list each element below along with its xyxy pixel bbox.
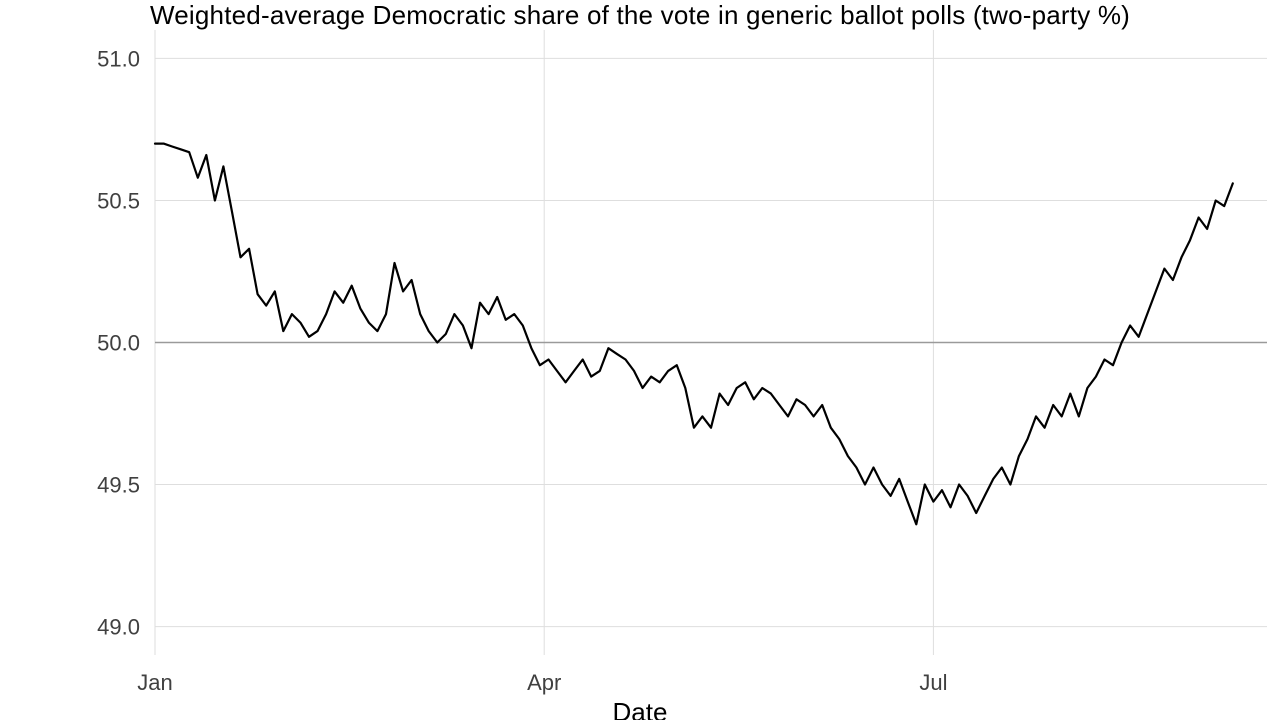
chart-container: Weighted-average Democratic share of the… xyxy=(0,0,1280,720)
chart-svg: 49.0 49.5 50.0 50.5 51.0 Jan Apr Jul xyxy=(0,0,1280,720)
x-tick-label: Jan xyxy=(137,670,172,695)
x-tick-label: Jul xyxy=(919,670,947,695)
x-axis-label: Date xyxy=(0,697,1280,720)
y-axis-tick-labels: 49.0 49.5 50.0 50.5 51.0 xyxy=(97,46,140,639)
x-axis-tick-labels: Jan Apr Jul xyxy=(137,670,947,695)
y-tick-label: 49.5 xyxy=(97,473,140,498)
y-tick-label: 51.0 xyxy=(97,46,140,71)
y-tick-label: 50.0 xyxy=(97,331,140,356)
x-tick-label: Apr xyxy=(527,670,561,695)
y-tick-label: 49.0 xyxy=(97,615,140,640)
y-tick-label: 50.5 xyxy=(97,188,140,213)
